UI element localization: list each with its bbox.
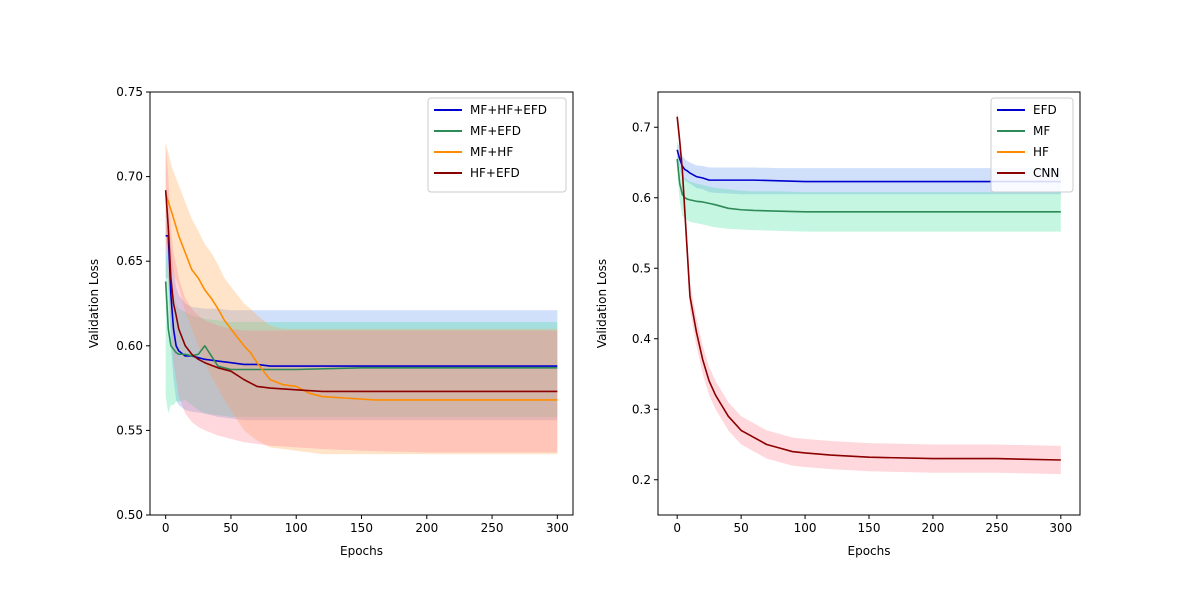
chart-0-legend: MF+HF+EFD MF+EFD MF+HF HF+EFD	[427, 97, 567, 193]
chart-0-ytick-label: 0.70	[116, 170, 143, 184]
chart-0-xtick-label: 200	[415, 521, 438, 535]
chart-0-ytick-label: 0.60	[116, 339, 143, 353]
chart-1-xtick-label: 300	[1049, 521, 1072, 535]
chart-1-ytick-label: 0.5	[632, 261, 651, 275]
chart-0-xtick-label: 50	[223, 521, 238, 535]
chart-1-xtick-label: 150	[858, 521, 881, 535]
right-chart: 0 50 100 150 200 250 300 0.2 0.3 0.4 0.5 0.6 0.7 Epoc…	[595, 91, 1081, 558]
chart-1-legend-label-mf: MF	[1033, 124, 1050, 138]
chart-0-band-mf-hf-efd	[165, 193, 558, 421]
chart-1-xtick-label: 200	[921, 521, 944, 535]
chart-1-ytick-label: 0.6	[632, 191, 651, 205]
chart-1-xlabel: Epochs	[848, 544, 891, 558]
chart-0-legend-box	[427, 97, 567, 193]
chart-0-ytick-label: 0.75	[116, 85, 143, 99]
chart-1-line-cnn	[676, 116, 1061, 461]
chart-0-line-mf-hf	[164, 193, 558, 401]
chart-1-xtick-label: 50	[733, 521, 748, 535]
chart-0-band-hf-efd	[165, 142, 558, 453]
chart-1-line-efd	[676, 149, 1061, 183]
chart-0-xtick-label: 300	[546, 521, 569, 535]
chart-0-line-hf-efd	[164, 190, 558, 393]
chart-0-legend-label-mf-hf: MF+HF	[470, 145, 513, 159]
chart-1-xtick-label: 250	[985, 521, 1008, 535]
chart-0-legend-label-mf-efd: MF+EFD	[470, 124, 521, 138]
chart-0-legend-label-mf-hf-efd: MF+HF+EFD	[470, 103, 547, 117]
chart-1-ylabel: Validation Loss	[595, 259, 609, 348]
chart-0-line-mf-hf-efd	[165, 235, 558, 367]
chart-1-ytick-label: 0.7	[632, 120, 651, 134]
chart-1-ytick-label: 0.2	[632, 473, 651, 487]
chart-0-xtick-label: 100	[285, 521, 308, 535]
chart-0-band-mf-hf	[165, 142, 558, 455]
chart-1-legend-label-efd: EFD	[1033, 103, 1057, 117]
chart-1-legend: EFD MF HF CNN	[990, 97, 1074, 193]
chart-1-legend-label-hf: HF	[1033, 145, 1049, 159]
chart-1-legend-box	[990, 97, 1074, 193]
chart-1-ytick-label: 0.4	[632, 332, 651, 346]
chart-0-ytick-label: 0.50	[116, 508, 143, 522]
chart-1-line-mf	[676, 158, 1061, 213]
chart-0-xlabel: Epochs	[340, 544, 383, 558]
left-chart: 0 50 100 150 200 250 300 0.50 0.55 0.60 0.65 0.70 0.…	[87, 85, 574, 558]
chart-0-ytick-label: 0.55	[116, 423, 143, 437]
chart-0-ytick-label: 0.65	[116, 254, 143, 268]
chart-1-legend-label-cnn: CNN	[1033, 166, 1059, 180]
chart-0-xtick-label: 250	[481, 521, 504, 535]
chart-0-legend-label-hf-efd: HF+EFD	[470, 166, 520, 180]
chart-0-line-mf-efd	[164, 281, 558, 371]
chart-0-xtick-label: 150	[350, 521, 373, 535]
chart-1-xtick-label: 100	[794, 521, 817, 535]
chart-0-xtick-label: 0	[162, 521, 170, 535]
chart-0-band-mf-efd	[165, 244, 558, 417]
chart-1-xtick-label: 0	[673, 521, 681, 535]
chart-1-ytick-label: 0.3	[632, 402, 651, 416]
chart-0-ylabel: Validation Loss	[87, 259, 101, 348]
